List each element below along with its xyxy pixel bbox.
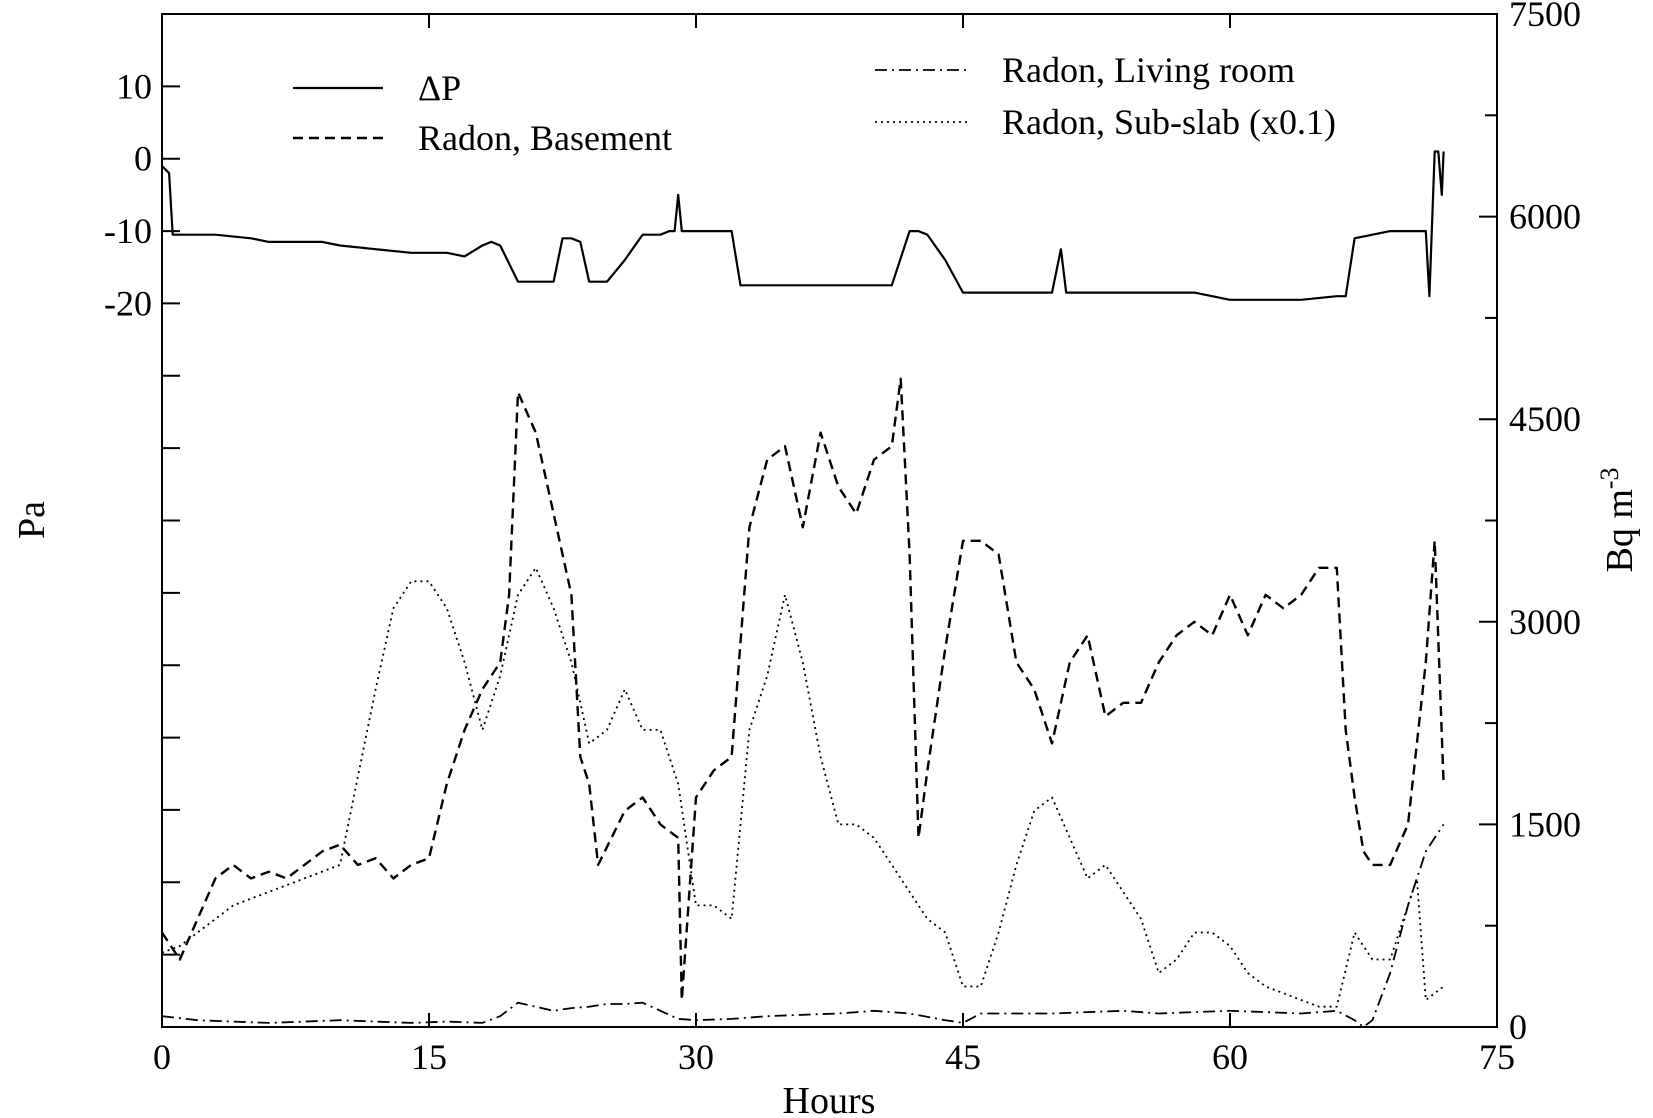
series-line-p [161, 150, 1445, 301]
right-tick-label-7500: 7500 [1509, 0, 1581, 34]
right-axis-title-superscript: -3 [1595, 467, 1624, 489]
x-tick-label-0: 0 [153, 1037, 171, 1077]
left-tick-label-10: 10 [116, 66, 152, 106]
right-tick-label-1500: 1500 [1509, 804, 1581, 844]
left-tick-label--10: -10 [104, 211, 152, 251]
ticks-layer [161, 13, 1498, 1028]
legend-label-radon-basement: Radon, Basement [418, 118, 672, 158]
left-tick-label--20: -20 [104, 283, 152, 323]
left-axis-title: Pa [11, 501, 53, 539]
x-tick-label-75: 75 [1479, 1037, 1515, 1077]
tick-labels-layer: 0 15 30 45 60 75 10 0 -10 -20 0 1500 3000 4500 6000 750… [104, 0, 1581, 1077]
series-line-radon-living-room [161, 823, 1445, 1028]
legend-label-radon-living-room: Radon, Living room [1002, 50, 1295, 90]
right-tick-label-0: 0 [1509, 1007, 1527, 1047]
right-tick-label-3000: 3000 [1509, 602, 1581, 642]
right-tick-label-6000: 6000 [1509, 197, 1581, 237]
legend-label-p: ΔP [418, 68, 461, 108]
legend: ΔP Radon, Basement Radon, Living room Radon… [293, 50, 1336, 158]
x-axis-title: Hours [783, 1080, 876, 1118]
right-axis-title-main: Bq m [1599, 489, 1641, 572]
right-tick-label-4500: 4500 [1509, 399, 1581, 439]
left-tick-label-0: 0 [134, 139, 152, 179]
x-tick-label-30: 30 [678, 1037, 714, 1077]
right-axis-title: Bq m-3 [1595, 467, 1641, 572]
series-line-radon-basement [160, 377, 1445, 1002]
x-tick-label-15: 15 [411, 1037, 447, 1077]
x-tick-label-45: 45 [945, 1037, 981, 1077]
legend-label-radon-sub-slab-x0-1: Radon, Sub-slab (x0.1) [1002, 102, 1336, 142]
x-tick-label-60: 60 [1212, 1037, 1248, 1077]
series-layer [160, 150, 1445, 1028]
